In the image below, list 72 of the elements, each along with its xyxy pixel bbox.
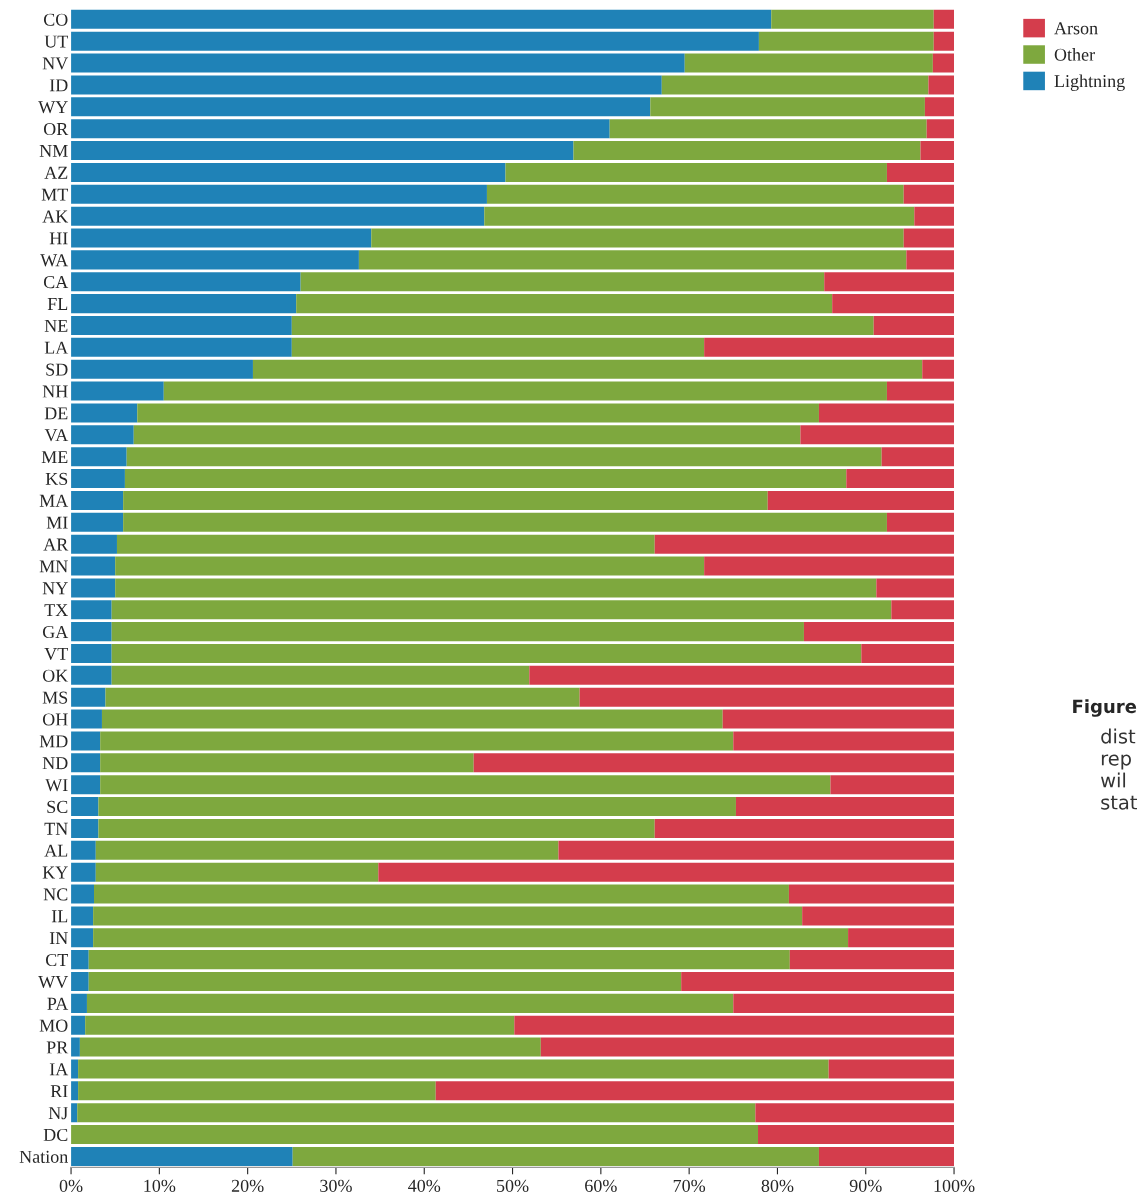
y-tick-label: AK (42, 210, 69, 223)
x-tick-label: 10% (144, 1179, 176, 1192)
y-tick-label: IN (49, 932, 68, 945)
y-tick-label: AL (44, 844, 68, 857)
y-tick-label: MS (42, 691, 68, 704)
x-tick-label: 100% (934, 1179, 975, 1192)
text: stat (1101, 795, 1137, 810)
text: Figure (1073, 699, 1137, 717)
y-tick-label: NY (42, 582, 68, 595)
y-tick-label: MN (39, 560, 68, 573)
y-tick-label: MT (41, 188, 68, 201)
y-tick-label: NJ (48, 1107, 68, 1120)
y-tick-label: CA (43, 276, 69, 289)
y-tick-label: SC (47, 800, 68, 813)
y-tick-label: NV (42, 57, 69, 70)
y-tick-label: MI (46, 516, 68, 529)
y-tick-label: TN (44, 822, 68, 835)
x-tick-label: 70% (673, 1179, 706, 1192)
y-tick-label: RI (50, 1085, 68, 1098)
y-tick-label: WI (45, 779, 68, 792)
y-tick-label: IA (49, 1063, 69, 1076)
y-tick-label: SD (46, 363, 68, 376)
x-tick-label: 90% (849, 1179, 882, 1192)
y-tick-label: VA (44, 429, 69, 442)
legend-label: Arson (1054, 22, 1098, 35)
y-tick-label: NM (39, 144, 68, 157)
x-tick-label: 30% (320, 1179, 352, 1192)
y-tick-label: OH (42, 713, 68, 726)
y-tick-label: OR (43, 122, 69, 136)
y-tick-label: DC (43, 1128, 68, 1142)
y-tick-label: ID (49, 79, 68, 92)
y-tick-label: MD (39, 735, 68, 748)
y-tick-label: AZ (44, 166, 68, 179)
y-tick-label: KS (45, 472, 68, 485)
y-tick-label: NC (43, 888, 68, 901)
x-tick-label: 50% (497, 1179, 529, 1192)
y-tick-label: HI (49, 232, 68, 245)
y-tick-label: GA (42, 625, 69, 639)
x-tick-label: 0% (59, 1179, 83, 1192)
y-tick-label: OK (42, 669, 69, 682)
y-tick-label: WV (38, 975, 69, 989)
y-tick-label: AR (43, 538, 69, 551)
y-tick-label: TX (44, 604, 68, 617)
text: wil (1100, 772, 1126, 788)
y-tick-label: PR (46, 1041, 69, 1054)
y-tick-label: Nation (19, 1150, 68, 1163)
y-tick-label: NH (42, 385, 68, 398)
legend-label: Lightning (1054, 74, 1125, 91)
legend-label: Other (1054, 48, 1095, 61)
y-tick-label: LA (44, 341, 69, 354)
y-tick-label: CT (45, 953, 68, 967)
x-tick-label: 20% (231, 1179, 264, 1192)
y-tick-label: MO (39, 1019, 68, 1032)
y-tick-label: WY (38, 101, 68, 114)
x-tick-label: 60% (585, 1179, 617, 1192)
text: dist (1101, 728, 1136, 744)
y-tick-label: ME (41, 451, 68, 463)
y-tick-label: DE (44, 407, 68, 420)
x-tick-label: 40% (408, 1179, 441, 1192)
y-tick-label: KY (42, 866, 68, 879)
y-tick-label: FL (47, 298, 68, 310)
y-tick-label: ND (42, 757, 68, 770)
y-tick-label: NE (44, 319, 68, 332)
text: rep (1101, 754, 1131, 770)
y-tick-label: UT (44, 35, 68, 48)
y-tick-label: VT (44, 647, 68, 661)
y-tick-label: IL (51, 910, 68, 923)
y-tick-label: WA (40, 254, 69, 267)
y-tick-label: CO (43, 13, 68, 26)
y-tick-label: PA (47, 997, 69, 1010)
x-tick-label: 80% (761, 1179, 794, 1192)
y-tick-label: MA (39, 494, 69, 507)
